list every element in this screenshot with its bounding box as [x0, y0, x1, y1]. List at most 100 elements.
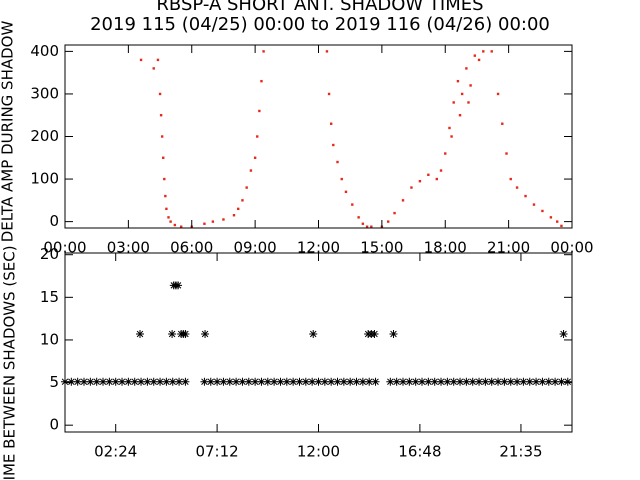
- point: [73, 377, 82, 386]
- y-axis-label: DELTA AMP DURING SHADOW: [0, 21, 17, 243]
- point: [222, 218, 225, 221]
- x-tick-label: 00:00: [550, 239, 593, 257]
- x-tick-label: 15:00: [360, 239, 403, 257]
- point: [105, 377, 114, 386]
- point: [452, 101, 455, 104]
- point: [124, 377, 133, 386]
- point: [449, 377, 458, 386]
- x-tick-label: 18:00: [424, 239, 467, 257]
- point: [181, 329, 190, 338]
- point: [538, 377, 547, 386]
- point: [559, 329, 568, 338]
- point: [262, 50, 265, 53]
- point: [513, 377, 522, 386]
- point: [201, 329, 210, 338]
- point: [389, 329, 398, 338]
- y-tick-label: 0: [49, 212, 59, 230]
- point: [295, 377, 304, 386]
- point: [301, 377, 310, 386]
- point: [418, 377, 427, 386]
- point: [325, 50, 329, 53]
- point: [392, 377, 401, 386]
- y-tick-label: 300: [30, 84, 59, 102]
- point: [458, 114, 462, 117]
- point: [496, 92, 500, 96]
- point: [336, 160, 339, 164]
- point: [256, 135, 259, 138]
- point: [361, 222, 365, 225]
- point: [162, 377, 171, 386]
- x-tick-label: 21:00: [487, 239, 530, 257]
- point: [327, 92, 331, 96]
- point: [344, 190, 348, 194]
- point: [282, 377, 291, 386]
- point: [525, 377, 534, 386]
- point: [437, 377, 446, 386]
- point: [135, 329, 144, 338]
- point: [320, 377, 329, 386]
- point: [276, 377, 285, 386]
- point: [456, 377, 465, 386]
- point: [393, 211, 396, 215]
- point: [509, 177, 512, 181]
- point: [494, 377, 503, 386]
- point: [130, 377, 139, 386]
- point: [468, 377, 477, 386]
- point: [143, 377, 152, 386]
- x-tick-label: 16:48: [398, 443, 441, 461]
- x-tick-label: 09:00: [234, 239, 277, 257]
- x-tick-label: 12:00: [297, 239, 340, 257]
- point: [169, 220, 172, 223]
- point: [258, 109, 261, 113]
- point: [327, 377, 336, 386]
- point: [245, 186, 248, 189]
- point: [167, 216, 170, 219]
- point: [351, 203, 354, 206]
- point: [118, 377, 127, 386]
- point: [473, 54, 477, 57]
- point: [175, 377, 184, 386]
- point: [448, 126, 451, 130]
- point: [329, 122, 333, 125]
- point: [158, 92, 162, 96]
- point: [244, 377, 253, 386]
- point: [482, 50, 485, 53]
- point: [163, 177, 166, 181]
- point: [346, 377, 355, 386]
- point: [314, 377, 323, 386]
- point: [173, 223, 177, 227]
- point: [405, 377, 414, 386]
- point: [490, 50, 493, 53]
- point: [260, 79, 263, 83]
- point: [168, 377, 177, 386]
- point: [487, 377, 496, 386]
- point: [257, 377, 266, 386]
- point: [181, 377, 190, 386]
- point: [309, 329, 318, 338]
- point: [352, 377, 361, 386]
- point: [563, 377, 572, 386]
- point: [111, 377, 120, 386]
- point: [467, 101, 470, 104]
- point: [365, 377, 374, 386]
- point: [506, 377, 515, 386]
- point: [232, 377, 241, 386]
- x-tick-label: 03:00: [107, 239, 150, 257]
- point: [401, 199, 405, 202]
- y-tick-label: 20: [40, 245, 59, 263]
- point: [203, 222, 206, 225]
- point: [450, 135, 453, 138]
- point: [515, 186, 519, 189]
- point: [168, 329, 177, 338]
- point: [200, 377, 209, 386]
- point: [357, 216, 360, 219]
- point: [524, 194, 527, 198]
- chart-title: RBSP-A SHORT ANT. SHADOW TIMES: [156, 0, 483, 15]
- chart-subtitle: 2019 115 (04/25) 00:00 to 2019 116 (04/2…: [90, 14, 550, 35]
- point: [333, 377, 342, 386]
- point: [411, 377, 420, 386]
- point: [370, 225, 373, 228]
- point: [232, 214, 236, 217]
